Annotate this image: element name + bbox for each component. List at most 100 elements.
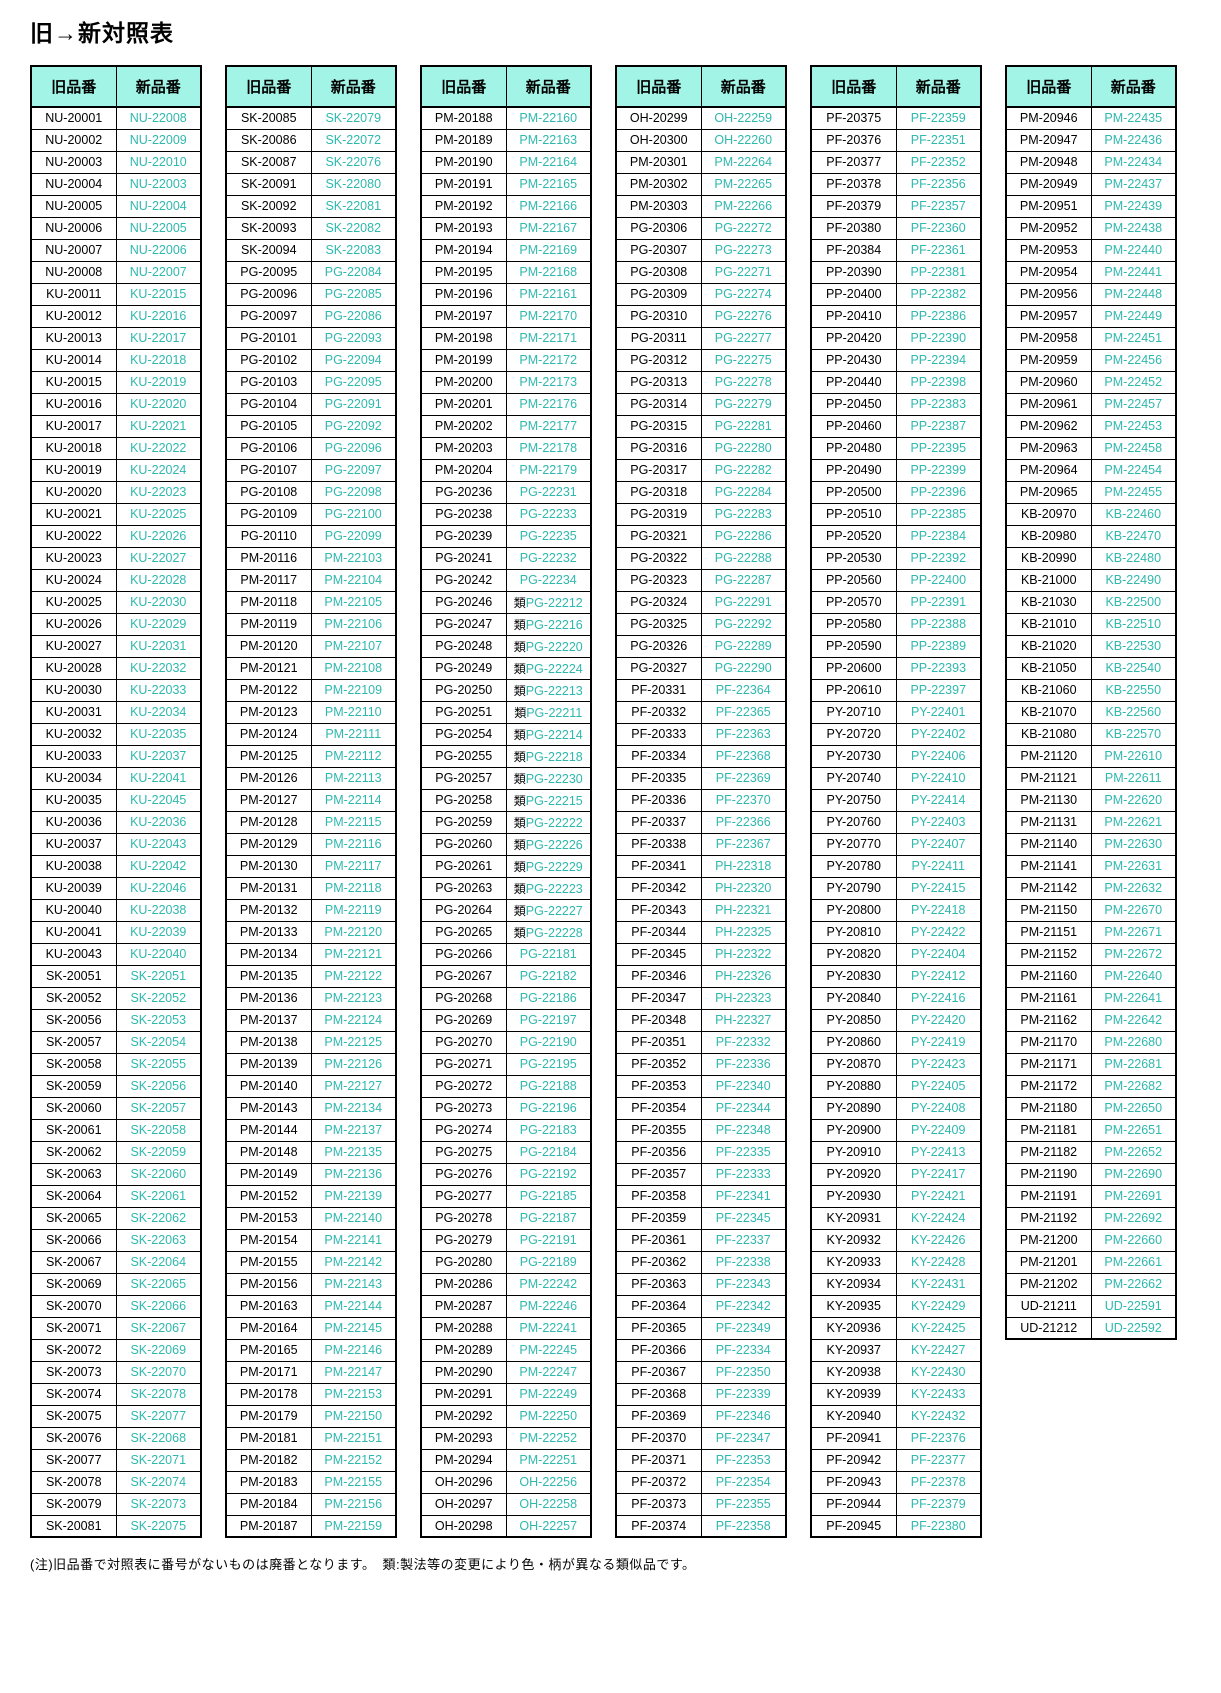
new-part-code: PG-22192 [519, 1167, 577, 1181]
old-part-cell: PM-20171 [225, 1360, 312, 1384]
new-part-code: SK-22055 [130, 1057, 187, 1071]
new-part-code: SK-22074 [130, 1475, 187, 1489]
new-part-cell: PF-22363 [700, 722, 787, 746]
table-row: PM-21182 PM-22652 [1005, 1140, 1177, 1164]
table-row: NU-20005 NU-22004 [30, 194, 202, 218]
table-row: PF-20376 PF-22351 [810, 128, 982, 152]
table-row: KU-20013 KU-22017 [30, 326, 202, 350]
new-part-code: PG-22230 [525, 771, 583, 786]
old-part-cell: PF-20333 [615, 722, 702, 746]
new-part-cell: PP-22395 [895, 436, 982, 460]
new-part-cell: PG-22182 [505, 964, 592, 988]
new-part-cell: PG-22282 [700, 458, 787, 482]
new-part-code: PM-22143 [324, 1277, 383, 1291]
new-part-code: SK-22058 [130, 1123, 187, 1137]
new-part-cell: KU-22020 [115, 392, 202, 416]
new-part-cell: PF-22341 [700, 1184, 787, 1208]
table-row: KY-20933 KY-22428 [810, 1250, 982, 1274]
new-part-header: 新品番 [310, 65, 397, 108]
footer-note: (注)旧品番で対照表に番号がないものは廃番となります。 類:製法等の変更により色… [30, 1557, 696, 1572]
new-part-code: PG-22187 [519, 1211, 577, 1225]
new-part-code: PM-22632 [1104, 881, 1163, 895]
old-part-cell: PM-20165 [225, 1338, 312, 1362]
old-part-cell: PM-21150 [1005, 898, 1092, 922]
new-part-code: PM-22163 [519, 133, 578, 147]
new-part-code: KU-22019 [130, 375, 187, 389]
new-part-code: PP-22400 [910, 573, 967, 587]
table-row: SK-20058 SK-22055 [30, 1052, 202, 1076]
new-part-code: NU-22007 [129, 265, 187, 279]
table-row: PM-21131 PM-22621 [1005, 810, 1177, 834]
new-part-cell: PM-22691 [1090, 1184, 1177, 1208]
new-part-cell: PF-22343 [700, 1272, 787, 1296]
old-part-cell: PM-20199 [420, 348, 507, 372]
new-part-code: PG-22099 [324, 529, 382, 543]
table-row: PG-20095 PG-22084 [225, 260, 397, 284]
table-row: PM-20171 PM-22147 [225, 1360, 397, 1384]
table-row: PG-20241 PG-22232 [420, 546, 592, 570]
new-part-code: PM-22109 [324, 683, 383, 697]
table-row: PF-20384 PF-22361 [810, 238, 982, 262]
new-part-code: PF-22343 [715, 1277, 771, 1291]
table-row: PF-20356 PF-22335 [615, 1140, 787, 1164]
old-part-cell: PM-20131 [225, 876, 312, 900]
new-part-cell: KU-22040 [115, 942, 202, 966]
new-part-cell: 類PG-22218 [505, 744, 592, 768]
new-part-cell: KB-22490 [1090, 568, 1177, 592]
old-part-cell: OH-20298 [420, 1514, 507, 1538]
old-part-cell: PM-20156 [225, 1272, 312, 1296]
new-part-cell: PM-22670 [1090, 898, 1177, 922]
old-part-cell: PF-20336 [615, 788, 702, 812]
new-part-cell: NU-22008 [115, 106, 202, 130]
old-part-cell: KU-20025 [30, 590, 117, 614]
new-part-cell: PF-22379 [895, 1492, 982, 1516]
old-part-cell: PG-20106 [225, 436, 312, 460]
new-part-cell: KB-22560 [1090, 700, 1177, 724]
old-part-cell: PM-20164 [225, 1316, 312, 1340]
old-part-cell: PF-20355 [615, 1118, 702, 1142]
new-part-code: PG-22095 [324, 375, 382, 389]
new-part-cell: PF-22360 [895, 216, 982, 240]
old-part-cell: KU-20011 [30, 282, 117, 306]
new-part-cell: SK-22063 [115, 1228, 202, 1252]
new-part-cell: NU-22003 [115, 172, 202, 196]
old-part-cell: PP-20400 [810, 282, 897, 306]
new-part-cell: PM-22640 [1090, 964, 1177, 988]
old-part-cell: PM-20200 [420, 370, 507, 394]
table-row: PM-20184 PM-22156 [225, 1492, 397, 1516]
old-part-cell: PF-20351 [615, 1030, 702, 1054]
new-part-cell: PG-22092 [310, 414, 397, 438]
table-row: KU-20014 KU-22018 [30, 348, 202, 372]
new-part-code: PF-22334 [715, 1343, 771, 1357]
table-row: NU-20003 NU-22010 [30, 150, 202, 174]
new-part-cell: PY-22408 [895, 1096, 982, 1120]
old-part-cell: PF-20342 [615, 876, 702, 900]
old-part-cell: KU-20035 [30, 788, 117, 812]
new-part-cell: PG-22233 [505, 502, 592, 526]
new-part-cell: SK-22064 [115, 1250, 202, 1274]
new-part-code: KB-22480 [1105, 551, 1162, 565]
table-row: PF-20358 PF-22341 [615, 1184, 787, 1208]
table-row: SK-20063 SK-22060 [30, 1162, 202, 1186]
table-row: PG-20260 類PG-22226 [420, 832, 592, 856]
table-row: KY-20932 KY-22426 [810, 1228, 982, 1252]
new-part-cell: PY-22405 [895, 1074, 982, 1098]
new-part-cell: PM-22251 [505, 1448, 592, 1472]
new-part-cell: PP-22396 [895, 480, 982, 504]
new-part-code: KU-22021 [130, 419, 187, 433]
new-part-cell: PM-22137 [310, 1118, 397, 1142]
new-part-code: PP-22398 [910, 375, 967, 389]
new-part-code: PG-22291 [714, 595, 772, 609]
table-row: PY-20820 PY-22404 [810, 942, 982, 966]
table-row: UD-21211 UD-22591 [1005, 1294, 1177, 1318]
old-part-cell: PM-20128 [225, 810, 312, 834]
new-part-cell: NU-22010 [115, 150, 202, 174]
table-row: SK-20069 SK-22065 [30, 1272, 202, 1296]
table-row: PY-20830 PY-22412 [810, 964, 982, 988]
table-row: PM-21202 PM-22662 [1005, 1272, 1177, 1296]
new-part-cell: PF-22350 [700, 1360, 787, 1384]
table-row: PG-20097 PG-22086 [225, 304, 397, 328]
table-row: PF-20354 PF-22344 [615, 1096, 787, 1120]
new-part-cell: PM-22265 [700, 172, 787, 196]
table-row: PM-20191 PM-22165 [420, 172, 592, 196]
